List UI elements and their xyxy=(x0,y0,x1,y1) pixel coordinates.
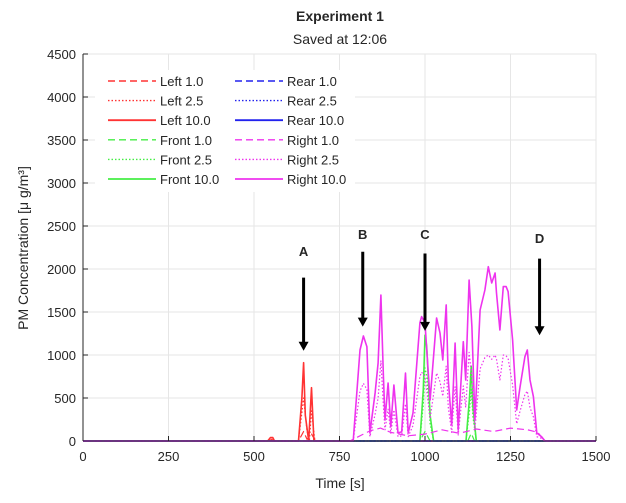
y-tick-label: 2500 xyxy=(47,219,76,234)
legend-label: Left 10.0 xyxy=(160,113,211,128)
legend-label: Rear 1.0 xyxy=(287,74,337,89)
legend-box xyxy=(95,70,355,192)
y-axis-label: PM Concentration [μ g/m³] xyxy=(15,166,31,330)
y-tick-label: 500 xyxy=(54,391,76,406)
x-tick-label: 750 xyxy=(329,449,351,464)
legend-label: Front 10.0 xyxy=(160,172,219,187)
y-tick-label: 4500 xyxy=(47,47,76,62)
annotation-arrowhead xyxy=(534,326,545,336)
legend-label: Right 1.0 xyxy=(287,133,339,148)
x-tick-label: 0 xyxy=(79,449,86,464)
y-tick-label: 4000 xyxy=(47,90,76,105)
y-tick-label: 3000 xyxy=(47,176,76,191)
annotation-arrowhead xyxy=(420,321,430,331)
y-tick-label: 3500 xyxy=(47,133,76,148)
y-tick-label: 1000 xyxy=(47,348,76,363)
x-tick-label: 250 xyxy=(158,449,180,464)
annotation-arrowhead xyxy=(298,341,309,351)
series-line-left-10-0 xyxy=(83,361,596,442)
annotation-label: C xyxy=(420,227,430,242)
x-axis-label: Time [s] xyxy=(315,475,364,491)
x-tick-label: 1000 xyxy=(411,449,440,464)
series-line-right-1-0 xyxy=(83,427,596,442)
legend-label: Right 10.0 xyxy=(287,172,346,187)
chart-title: Experiment 1 xyxy=(296,8,384,24)
legend-label: Rear 10.0 xyxy=(287,113,344,128)
legend-label: Front 2.5 xyxy=(160,152,212,167)
legend-label: Rear 2.5 xyxy=(287,94,337,109)
x-tick-label: 1250 xyxy=(496,449,525,464)
y-tick-label: 2000 xyxy=(47,262,76,277)
legend-label: Left 1.0 xyxy=(160,74,203,89)
annotation-label: B xyxy=(358,227,367,242)
legend-label: Left 2.5 xyxy=(160,94,203,109)
x-tick-label: 500 xyxy=(243,449,265,464)
annotation-label: D xyxy=(535,231,544,246)
series-line-right-10-0 xyxy=(83,265,596,442)
annotation-arrowhead xyxy=(357,317,368,327)
series-line-right-2-5 xyxy=(83,351,596,442)
annotation-label: A xyxy=(299,244,309,259)
y-tick-label: 0 xyxy=(69,434,76,449)
y-tick-label: 1500 xyxy=(47,305,76,320)
legend-label: Front 1.0 xyxy=(160,133,212,148)
legend-label: Right 2.5 xyxy=(287,152,339,167)
chart-subtitle: Saved at 12:06 xyxy=(293,31,387,47)
x-tick-label: 1500 xyxy=(582,449,611,464)
